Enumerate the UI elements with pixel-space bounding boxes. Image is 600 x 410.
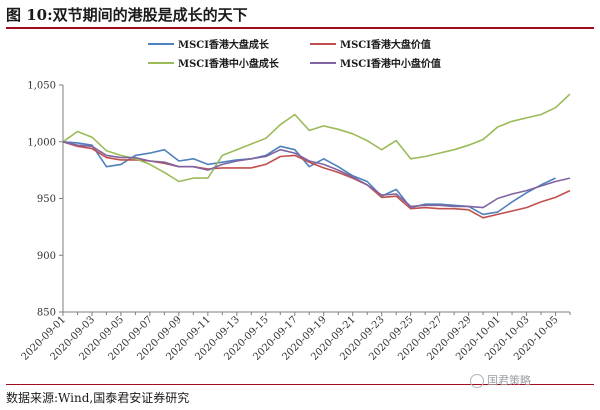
y-tick-label: 900 <box>37 251 56 262</box>
line-chart: 8509009501,0001,0502020-09-012020-09-032… <box>0 30 600 380</box>
series-line-4 <box>63 142 570 208</box>
y-tick-label: 950 <box>37 194 56 205</box>
legend-label-3: MSCI香港中小盘成长 <box>178 57 280 70</box>
figure-title: 图 10:双节期间的港股是成长的天下 <box>6 4 248 25</box>
title-rule <box>6 27 594 29</box>
y-tick-label: 1,050 <box>27 81 56 92</box>
series-line-1 <box>63 142 556 215</box>
wechat-icon <box>470 374 484 388</box>
legend-label-4: MSCI香港中小盘价值 <box>340 57 441 70</box>
legend-label-2: MSCI香港大盘价值 <box>340 38 431 51</box>
watermark: 国君策略 <box>470 372 531 388</box>
y-tick-label: 850 <box>37 308 56 319</box>
source-note: 数据来源:Wind,国泰君安证券研究 <box>6 389 189 406</box>
legend-label-1: MSCI香港大盘成长 <box>178 38 270 51</box>
watermark-text: 国君策略 <box>487 374 531 387</box>
series-line-2 <box>63 142 570 218</box>
y-tick-label: 1,000 <box>27 137 56 148</box>
series-line-3 <box>63 94 570 181</box>
